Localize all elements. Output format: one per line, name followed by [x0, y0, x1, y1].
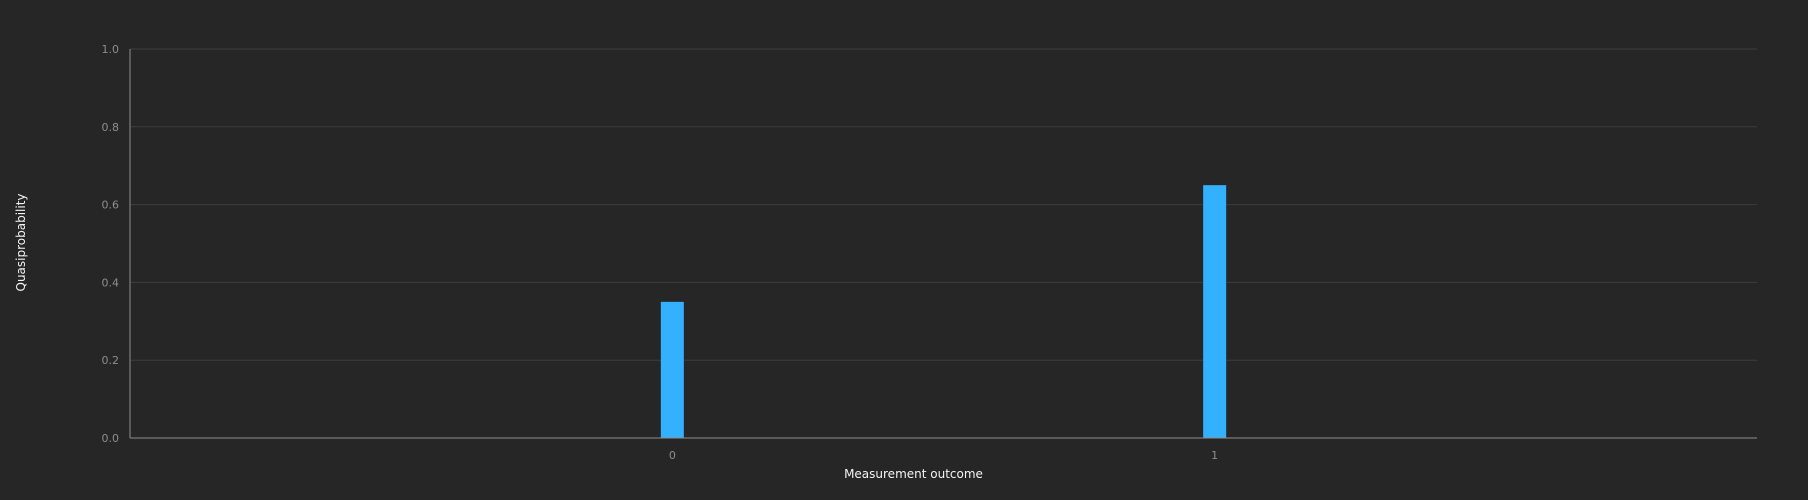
y-tick-labels: 0.0 0.2 0.4 0.6 0.8 1.0: [102, 43, 120, 445]
x-tick-label: 1: [1211, 449, 1218, 462]
axes: [129, 49, 1757, 439]
y-tick-label: 0.4: [102, 276, 120, 289]
y-axis-title: Quasiprobability: [14, 193, 28, 291]
bar-outcome-1[interactable]: [1203, 185, 1227, 438]
x-axis-title: Measurement outcome: [844, 467, 983, 481]
y-tick-label: 1.0: [102, 43, 120, 56]
bars: [660, 185, 1227, 438]
x-tick-label: 0: [669, 449, 676, 462]
y-tick-label: 0.8: [102, 121, 120, 134]
grid-lines: [130, 48, 1757, 361]
bar-outcome-0[interactable]: [660, 301, 684, 438]
y-tick-label: 0.2: [102, 354, 120, 367]
y-tick-label: 0.6: [102, 199, 120, 212]
y-tick-label: 0.0: [102, 432, 120, 445]
